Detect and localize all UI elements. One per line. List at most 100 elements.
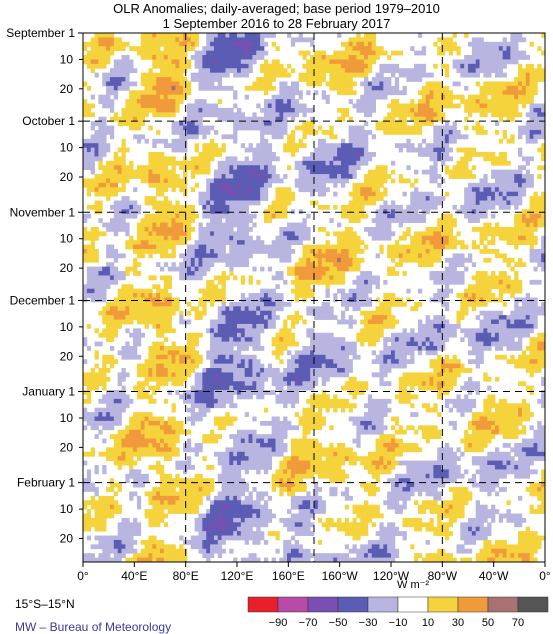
anomaly-cell xyxy=(102,147,107,153)
anomaly-cell xyxy=(337,90,342,96)
anomaly-cell xyxy=(183,90,188,96)
anomaly-cell xyxy=(129,310,134,316)
anomaly-cell xyxy=(491,213,496,219)
anomaly-cell xyxy=(414,178,419,184)
anomaly-cell xyxy=(506,107,511,113)
anomaly-cell xyxy=(279,306,284,312)
anomaly-cell xyxy=(102,63,107,69)
anomaly-cell xyxy=(121,116,126,122)
anomaly-cell xyxy=(502,271,507,276)
anomaly-cell xyxy=(121,68,126,74)
anomaly-cell xyxy=(160,306,165,312)
anomaly-cell xyxy=(306,129,311,135)
anomaly-cell xyxy=(340,249,346,254)
anomaly-cell xyxy=(494,156,500,162)
anomaly-cell xyxy=(163,99,169,104)
anomaly-cell xyxy=(156,138,161,144)
anomaly-cell xyxy=(437,85,442,91)
anomaly-cell xyxy=(487,187,492,193)
anomaly-cell xyxy=(471,94,477,100)
anomaly-cell xyxy=(90,121,95,126)
anomaly-cell xyxy=(217,81,222,87)
anomaly-cell xyxy=(233,222,238,228)
anomaly-cell xyxy=(491,235,496,241)
anomaly-cell xyxy=(113,187,119,193)
anomaly-cell xyxy=(117,174,122,179)
anomaly-cell xyxy=(125,226,130,232)
anomaly-cell xyxy=(429,257,434,263)
anomaly-cell xyxy=(240,46,246,52)
anomaly-cell xyxy=(437,81,442,87)
anomaly-cell xyxy=(306,50,311,56)
anomaly-cell xyxy=(213,218,219,223)
anomaly-cell xyxy=(444,275,450,281)
anomaly-cell xyxy=(460,209,465,215)
anomaly-cell xyxy=(267,156,273,162)
anomaly-cell xyxy=(471,63,477,69)
anomaly-cell xyxy=(160,152,165,157)
anomaly-cell xyxy=(156,315,161,320)
anomaly-cell xyxy=(417,332,423,338)
anomaly-cell xyxy=(156,50,161,56)
anomaly-cell xyxy=(109,275,115,281)
anomaly-cell xyxy=(136,121,142,126)
anomaly-cell xyxy=(186,112,192,118)
anomaly-cell xyxy=(275,191,280,197)
anomaly-cell xyxy=(525,94,530,100)
anomaly-cell xyxy=(518,306,523,312)
anomaly-cell xyxy=(518,37,523,43)
anomaly-cell xyxy=(113,174,119,179)
anomaly-cell xyxy=(514,231,519,237)
anomaly-cell xyxy=(167,284,172,290)
anomaly-cell xyxy=(452,121,457,126)
anomaly-cell xyxy=(160,275,165,281)
anomaly-cell xyxy=(444,266,450,272)
anomaly-cell xyxy=(263,143,269,149)
anomaly-cell xyxy=(518,125,523,131)
anomaly-cell xyxy=(210,72,215,78)
anomaly-cell xyxy=(244,125,249,131)
anomaly-cell xyxy=(483,332,488,338)
anomaly-cell xyxy=(310,59,315,65)
anomaly-cell xyxy=(483,107,488,113)
anomaly-cell xyxy=(271,68,276,74)
anomaly-cell xyxy=(491,160,496,166)
anomaly-cell xyxy=(202,240,207,245)
anomaly-cell xyxy=(163,72,169,78)
anomaly-cell xyxy=(487,90,492,96)
anomaly-cell xyxy=(302,121,307,126)
anomaly-cell xyxy=(483,174,488,179)
anomaly-cell xyxy=(364,107,369,113)
anomaly-cell xyxy=(283,213,288,219)
anomaly-cell xyxy=(260,68,265,74)
anomaly-cell xyxy=(194,266,199,272)
anomaly-cell xyxy=(502,174,507,179)
anomaly-cell xyxy=(94,191,99,197)
anomaly-cell xyxy=(491,103,496,109)
anomaly-cell xyxy=(225,156,230,162)
anomaly-cell xyxy=(133,187,138,193)
anomaly-cell xyxy=(117,209,122,215)
anomaly-cell xyxy=(163,222,169,228)
anomaly-cell xyxy=(186,90,192,96)
anomaly-cell xyxy=(344,55,350,60)
anomaly-cell xyxy=(117,81,122,87)
anomaly-cell xyxy=(213,46,219,52)
anomaly-cell xyxy=(160,112,165,118)
anomaly-cell xyxy=(371,41,376,47)
anomaly-cell xyxy=(514,103,519,109)
anomaly-cell xyxy=(433,160,438,166)
anomaly-cell xyxy=(252,191,257,197)
anomaly-cell xyxy=(518,134,523,140)
anomaly-cell xyxy=(225,33,230,38)
anomaly-cell xyxy=(210,50,215,56)
anomaly-cell xyxy=(260,328,265,334)
anomaly-cell xyxy=(267,72,273,78)
anomaly-cell xyxy=(333,72,338,78)
anomaly-cell xyxy=(133,81,138,87)
anomaly-cell xyxy=(117,187,122,193)
anomaly-cell xyxy=(113,204,119,210)
anomaly-cell xyxy=(225,275,230,281)
anomaly-cell xyxy=(352,81,357,87)
anomaly-cell xyxy=(83,147,88,153)
